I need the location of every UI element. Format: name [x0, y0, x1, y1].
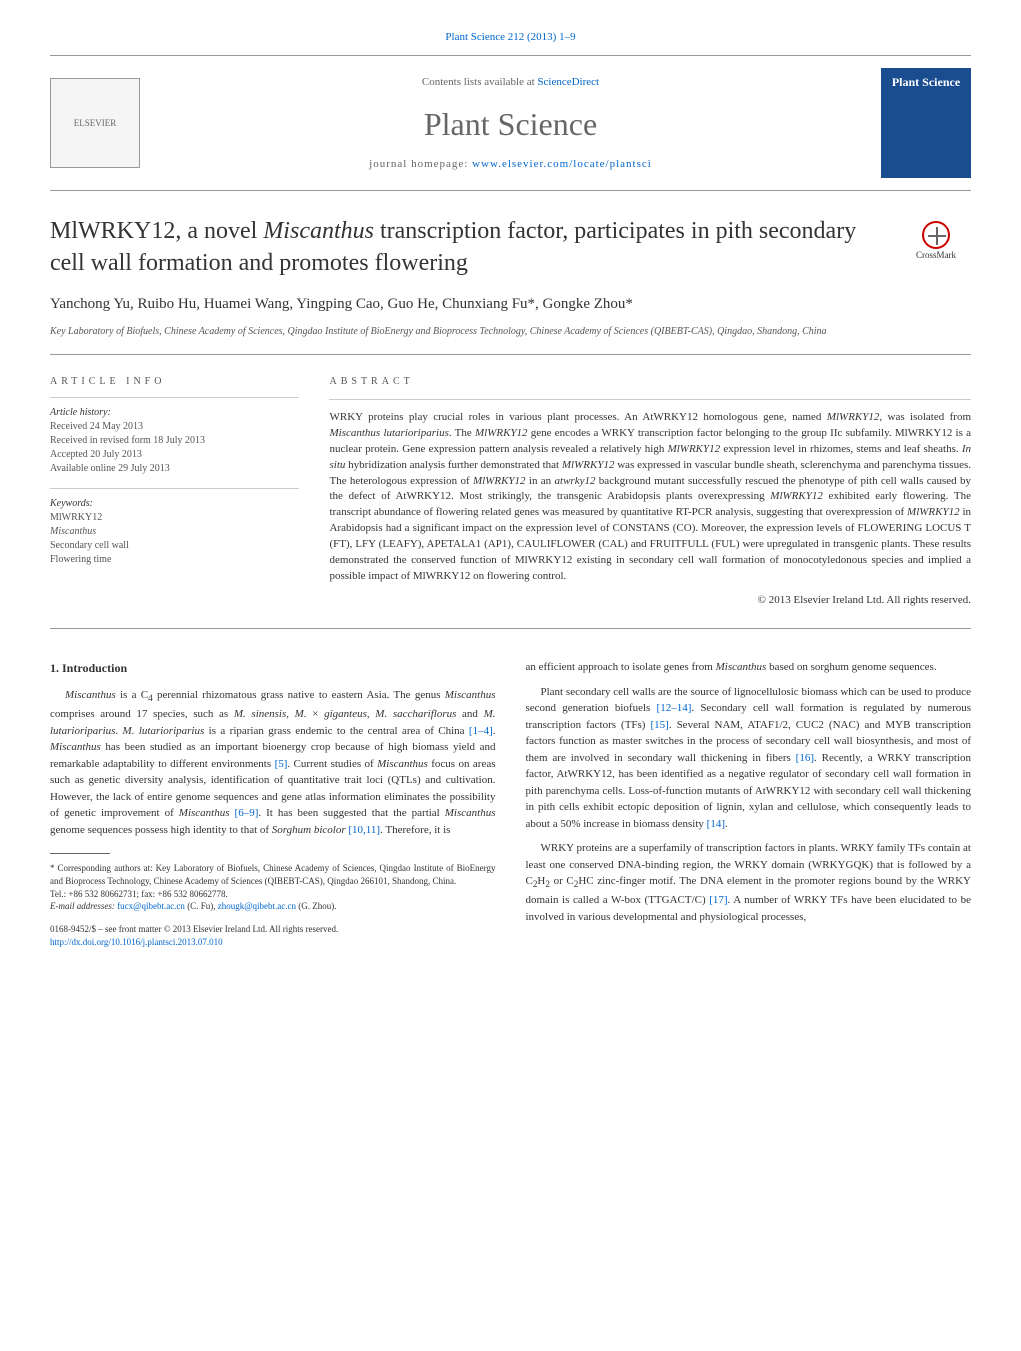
body-paragraph: an efficient approach to isolate genes f… — [526, 659, 972, 676]
header-center: Contents lists available at ScienceDirec… — [140, 75, 881, 173]
crossmark-icon — [922, 221, 950, 249]
history-label: Article history: — [50, 406, 299, 420]
keywords-label: Keywords: — [50, 497, 299, 511]
authors: Yanchong Yu, Ruibo Hu, Huamei Wang, Ying… — [50, 294, 971, 315]
keywords: Keywords: MlWRKY12 Miscanthus Secondary … — [50, 497, 299, 567]
article-history: Article history: Received 24 May 2013 Re… — [50, 406, 299, 476]
corresponding-author-note: * Corresponding authors at: Key Laborato… — [50, 862, 496, 912]
contents-line: Contents lists available at ScienceDirec… — [140, 75, 881, 90]
journal-homepage: journal homepage: www.elsevier.com/locat… — [140, 157, 881, 172]
revised-date: Received in revised form 18 July 2013 — [50, 434, 299, 448]
abstract: ABSTRACT WRKY proteins play crucial role… — [329, 375, 971, 609]
divider — [50, 397, 299, 398]
homepage-prefix: journal homepage: — [369, 158, 472, 170]
email-link[interactable]: zhougk@qibebt.ac.cn — [218, 901, 296, 911]
abstract-text: WRKY proteins play crucial roles in vari… — [329, 410, 971, 585]
email-label: E-mail addresses: — [50, 901, 117, 911]
body-paragraph: WRKY proteins are a superfamily of trans… — [526, 840, 972, 925]
doi-block: 0168-9452/$ – see front matter © 2013 El… — [50, 923, 496, 950]
online-date: Available online 29 July 2013 — [50, 462, 299, 476]
article-info-heading: ARTICLE INFO — [50, 375, 299, 389]
journal-name: Plant Science — [140, 102, 881, 147]
received-date: Received 24 May 2013 — [50, 420, 299, 434]
top-citation-link[interactable]: Plant Science 212 (2013) 1–9 — [445, 31, 575, 43]
keyword-item: MlWRKY12 — [50, 511, 299, 525]
abstract-copyright: © 2013 Elsevier Ireland Ltd. All rights … — [329, 593, 971, 608]
title-row: MlWRKY12, a novel Miscanthus transcripti… — [50, 216, 971, 278]
column-left: 1. Introduction Miscanthus is a C4 peren… — [50, 659, 496, 949]
divider — [329, 399, 971, 400]
introduction-heading: 1. Introduction — [50, 659, 496, 677]
keyword-item: Secondary cell wall — [50, 539, 299, 553]
corr-emails: E-mail addresses: fucx@qibebt.ac.cn (C. … — [50, 900, 496, 913]
contents-prefix: Contents lists available at — [422, 76, 537, 88]
top-citation: Plant Science 212 (2013) 1–9 — [50, 30, 971, 45]
keyword-item: Miscanthus — [50, 525, 299, 539]
crossmark-badge[interactable]: CrossMark — [901, 216, 971, 266]
abstract-heading: ABSTRACT — [329, 375, 971, 389]
email-name: (G. Zhou). — [296, 901, 337, 911]
body-paragraph: Plant secondary cell walls are the sourc… — [526, 684, 972, 833]
body-columns: 1. Introduction Miscanthus is a C4 peren… — [50, 659, 971, 949]
divider — [50, 488, 299, 489]
plant-science-cover-icon: Plant Science — [881, 68, 971, 178]
article-info: ARTICLE INFO Article history: Received 2… — [50, 375, 299, 609]
journal-header: ELSEVIER Contents lists available at Sci… — [50, 55, 971, 191]
sciencedirect-link[interactable]: ScienceDirect — [537, 76, 599, 88]
doi-link[interactable]: http://dx.doi.org/10.1016/j.plantsci.201… — [50, 937, 223, 947]
footnote-separator — [50, 853, 110, 854]
email-link[interactable]: fucx@qibebt.ac.cn — [117, 901, 185, 911]
page: Plant Science 212 (2013) 1–9 ELSEVIER Co… — [0, 0, 1021, 980]
crossmark-label: CrossMark — [916, 249, 956, 262]
corr-text: * Corresponding authors at: Key Laborato… — [50, 862, 496, 887]
affiliation: Key Laboratory of Biofuels, Chinese Acad… — [50, 325, 971, 355]
keyword-item: Flowering time — [50, 553, 299, 567]
info-abstract-row: ARTICLE INFO Article history: Received 2… — [50, 375, 971, 630]
body-paragraph: Miscanthus is a C4 perennial rhizomatous… — [50, 687, 496, 838]
accepted-date: Accepted 20 July 2013 — [50, 448, 299, 462]
homepage-link[interactable]: www.elsevier.com/locate/plantsci — [472, 158, 652, 170]
email-name: (C. Fu), — [185, 901, 218, 911]
column-right: an efficient approach to isolate genes f… — [526, 659, 972, 949]
elsevier-logo: ELSEVIER — [50, 78, 140, 168]
issn-line: 0168-9452/$ – see front matter © 2013 El… — [50, 923, 496, 937]
article-title: MlWRKY12, a novel Miscanthus transcripti… — [50, 216, 881, 278]
corr-tel: Tel.: +86 532 80662731; fax: +86 532 806… — [50, 888, 496, 901]
